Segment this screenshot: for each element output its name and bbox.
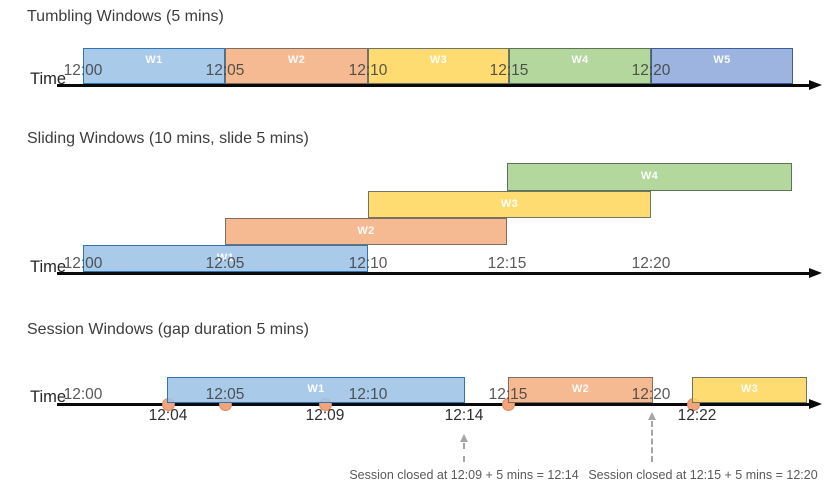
window-label: W2 xyxy=(357,224,375,237)
event-time-label: 12:22 xyxy=(677,407,717,424)
tick-label: 12:10 xyxy=(348,62,388,79)
window-label: W2 xyxy=(287,54,306,66)
tick-label: 12:00 xyxy=(63,386,103,403)
window-box-w5: W5 xyxy=(651,48,793,84)
session-close-annotation: Session closed at 12:15 + 5 mins = 12:20 xyxy=(588,468,818,482)
tick-label: 12:05 xyxy=(205,255,245,272)
session-close-arrow-icon xyxy=(459,434,468,442)
tick-label: 12:15 xyxy=(488,386,528,403)
tick-label: 12:05 xyxy=(205,386,245,403)
window-label: W1 xyxy=(216,251,235,264)
window-label: W1 xyxy=(307,383,325,396)
tick-label: 12:20 xyxy=(631,386,671,403)
window-box-w3: W3 xyxy=(368,191,651,218)
timeline-arrow-icon xyxy=(809,79,822,90)
event-time-label: 12:09 xyxy=(305,407,345,424)
tick-label: 12:10 xyxy=(348,386,388,403)
window-box-w1: W1 xyxy=(83,48,225,84)
window-label: W1 xyxy=(145,54,163,66)
timeline-line xyxy=(57,403,810,406)
timeline-line xyxy=(57,272,810,275)
window-label: W3 xyxy=(429,54,448,66)
window-label: W4 xyxy=(640,170,659,183)
session-close-arrow-line xyxy=(463,443,465,462)
time-axis-label: Time xyxy=(30,258,67,276)
window-label: W2 xyxy=(571,383,590,396)
session-close-arrow-icon xyxy=(647,412,656,420)
window-box-w2: W2 xyxy=(225,48,368,84)
tick-label: 12:10 xyxy=(348,255,388,272)
window-label: W3 xyxy=(500,197,519,210)
section-title: Session Windows (gap duration 5 mins) xyxy=(27,321,309,338)
section-title: Tumbling Windows (5 mins) xyxy=(27,8,224,25)
tick-label: 12:20 xyxy=(631,62,671,79)
timeline-line xyxy=(57,84,810,87)
window-box-w3: W3 xyxy=(368,48,509,84)
event-time-label: 12:04 xyxy=(148,407,188,424)
timeline-arrow-icon xyxy=(809,267,822,278)
window-box-w4: W4 xyxy=(507,163,792,191)
timeline-arrow-icon xyxy=(809,398,822,409)
window-box-w4: W4 xyxy=(509,48,651,84)
event-time-label: 12:14 xyxy=(444,407,484,424)
tick-label: 12:15 xyxy=(489,62,529,79)
window-box-w2: W2 xyxy=(508,377,653,403)
window-label: W5 xyxy=(713,54,731,66)
tick-label: 12:00 xyxy=(63,255,103,272)
window-box-w1: W1 xyxy=(167,377,465,403)
session-close-annotation: Session closed at 12:09 + 5 mins = 12:14 xyxy=(349,468,579,482)
tick-label: 12:15 xyxy=(487,255,527,272)
window-label: W4 xyxy=(571,54,589,66)
tick-label: 12:05 xyxy=(205,62,245,79)
tick-label: 12:20 xyxy=(631,255,671,272)
tick-label: 12:00 xyxy=(63,62,103,79)
time-axis-label: Time xyxy=(30,70,67,88)
time-axis-label: Time xyxy=(30,388,67,406)
session-close-arrow-line xyxy=(651,421,653,462)
section-title: Sliding Windows (10 mins, slide 5 mins) xyxy=(27,130,309,147)
window-box-w1: W1 xyxy=(83,245,368,272)
window-box-w3: W3 xyxy=(692,377,807,403)
window-label: W3 xyxy=(740,383,759,396)
window-box-w2: W2 xyxy=(225,218,507,245)
